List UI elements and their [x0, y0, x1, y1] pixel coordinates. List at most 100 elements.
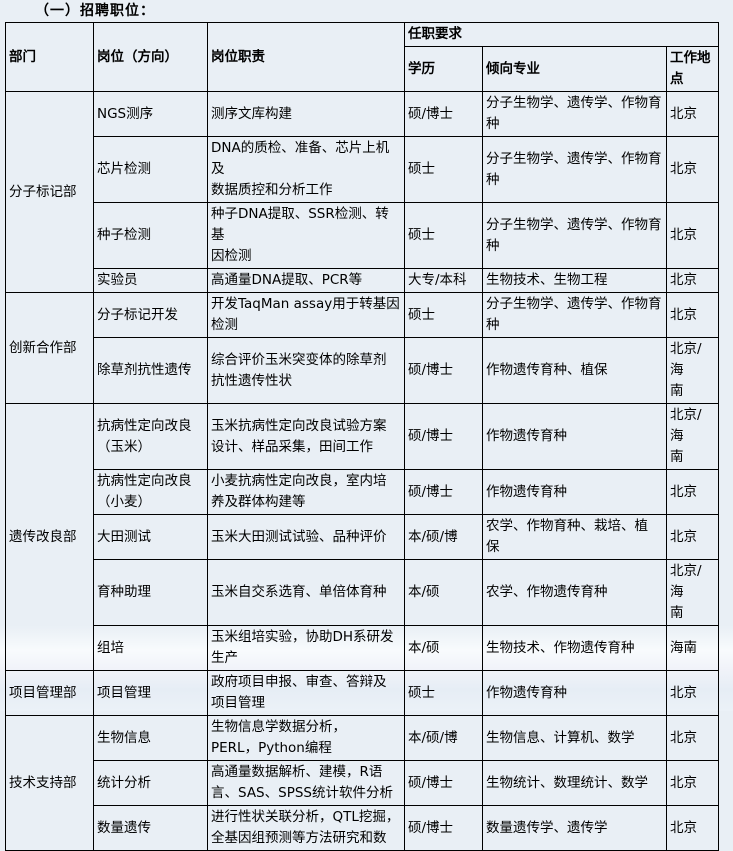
location-cell: 北京: [665, 760, 720, 806]
location-cell: 北京: [665, 91, 720, 137]
department-cell: 技术支持部: [5, 715, 94, 851]
position-cell: 项目管理: [93, 670, 208, 716]
position-cell: 统计分析: [93, 760, 208, 806]
duty-cell: 测序文库构建: [207, 91, 405, 137]
major-cell: 作物遗传育种: [482, 403, 667, 470]
header-dept: 部门: [5, 22, 94, 92]
education-cell: 本/硕: [404, 559, 483, 626]
major-cell: 作物遗传育种: [482, 670, 667, 716]
table-row: 遗传改良部 抗病性定向改良 （玉米） 玉米抗病性定向改良试验方案 设计、样品采集，田…: [5, 403, 720, 671]
duty-cell: 综合评价玉米突变体的除草剂 抗性遗传性状: [207, 337, 405, 404]
location-cell: 海南: [665, 625, 720, 671]
location-cell: 北京/海 南: [665, 337, 720, 404]
recruitment-table: 部门 岗位（方向） 岗位职责 任职要求 学历 倾向专业 工作地点 分子标记部 NG…: [5, 22, 720, 851]
position-cell: 数量遗传: [93, 805, 208, 851]
header-location: 工作地点: [665, 46, 720, 92]
table-row: 组培 玉米组培实验，协助DH系研发 生产 本/硕 生物技术、作物遗传育种 海南: [6, 625, 720, 671]
education-cell: 硕/博士: [404, 91, 483, 137]
major-cell: 分子生物学、遗传学、作物育 种: [482, 292, 667, 338]
position-cell: 抗病性定向改良 （小麦）: [93, 469, 208, 515]
major-cell: 生物信息、计算机、数学: [482, 715, 667, 761]
position-cell: 除草剂抗性遗传: [93, 337, 208, 404]
major-cell: 分子生物学、遗传学、作物育 种: [482, 91, 667, 137]
table-row: 技术支持部 生物信息 生物信息学数据分析， PERL，Python编程 本/硕/博 生物…: [5, 715, 720, 851]
education-cell: 硕/博士: [404, 469, 483, 515]
major-cell: 分子生物学、遗传学、作物育 种: [482, 202, 667, 269]
table-row: 分子标记部 NGS测序 测序文库构建 硕/博士 分子生物学、遗传学、作物育 种北京: [5, 91, 720, 293]
table-row: 除草剂抗性遗传 综合评价玉米突变体的除草剂 抗性遗传性状 硕/博士 作物遗传育种、植保…: [6, 337, 720, 404]
header-position: 岗位（方向）: [93, 22, 208, 92]
education-cell: 硕/博士: [404, 403, 483, 470]
location-cell: 北京: [665, 292, 720, 338]
major-cell: 作物遗传育种、植保: [482, 337, 667, 404]
education-cell: 硕士: [404, 202, 483, 269]
duty-cell: 开发TaqMan assay用于转基因 检测: [207, 292, 405, 338]
location-cell: 北京: [665, 469, 720, 515]
location-cell: 北京: [665, 136, 720, 203]
header-duty: 岗位职责: [207, 22, 405, 92]
duty-cell: 高通量DNA提取、PCR等: [207, 268, 405, 293]
location-cell: 北京: [665, 715, 720, 761]
table-row: 创新合作部 分子标记开发 开发TaqMan assay用于转基因 检测 硕士 分子生物学…: [5, 292, 720, 404]
location-cell: 北京: [665, 268, 720, 293]
page-title: （一）招聘职位：: [35, 3, 155, 19]
duty-cell: 生物信息学数据分析， PERL，Python编程: [207, 715, 405, 761]
major-cell: 生物技术、作物遗传育种: [482, 625, 667, 671]
table-row: 抗病性定向改良 （小麦） 小麦抗病性定向改良，室内培 养及群体构建等 硕/博士 作物遗…: [6, 469, 720, 515]
education-cell: 硕士: [404, 136, 483, 203]
major-cell: 生物统计、数理统计、数学: [482, 760, 667, 806]
position-cell: 分子标记开发: [93, 292, 208, 338]
position-cell: 组培: [93, 625, 208, 671]
header-requirements: 任职要求: [403, 22, 720, 47]
education-cell: 本/硕/博: [404, 715, 483, 761]
major-cell: 生物技术、生物工程: [482, 268, 667, 293]
major-cell: 作物遗传育种: [482, 469, 667, 515]
position-cell: 生物信息: [93, 715, 208, 761]
table-row: 大田测试 玉米大田测试试验、品种评价 本/硕/博 农学、作物育种、栽培、植 保北京: [6, 514, 720, 560]
table-row: 项目管理部 项目管理 政府项目申报、审查、答辩及 项目管理 硕士 作物遗传育种 北京: [5, 670, 720, 716]
position-cell: 实验员: [93, 268, 208, 293]
location-cell: 北京: [665, 202, 720, 269]
duty-cell: 玉米自交系选育、单倍体育种: [207, 559, 405, 626]
header-row-top: 部门 岗位（方向） 岗位职责 任职要求: [5, 22, 720, 92]
duty-cell: 进行性状关联分析，QTL挖掘， 全基因组预测等方法研究和数: [207, 805, 405, 851]
education-cell: 大专/本科: [404, 268, 483, 293]
department-cell: 创新合作部: [5, 292, 94, 404]
major-cell: 分子生物学、遗传学、作物育 种: [482, 136, 667, 203]
location-cell: 北京/海 南: [665, 403, 720, 470]
duty-cell: 政府项目申报、审查、答辩及 项目管理: [207, 670, 405, 716]
header-row-sub: 学历 倾向专业 工作地点: [6, 46, 720, 92]
duty-cell: 玉米组培实验，协助DH系研发 生产: [207, 625, 405, 671]
header-major: 倾向专业: [482, 46, 667, 92]
education-cell: 本/硕/博: [404, 514, 483, 560]
location-cell: 北京/海 南: [665, 559, 720, 626]
location-cell: 北京: [665, 514, 720, 560]
position-cell: NGS测序: [93, 91, 208, 137]
duty-cell: 玉米大田测试试验、品种评价: [207, 514, 405, 560]
education-cell: 硕士: [404, 292, 483, 338]
duty-cell: 种子DNA提取、SSR检测、转基 因检测: [207, 202, 405, 269]
education-cell: 硕/博士: [404, 760, 483, 806]
table-row: 种子检测 种子DNA提取、SSR检测、转基 因检测 硕士 分子生物学、遗传学、作物育 …: [6, 202, 720, 269]
position-cell: 大田测试: [93, 514, 208, 560]
department-cell: 分子标记部: [5, 91, 94, 293]
major-cell: 农学、作物育种、栽培、植 保: [482, 514, 667, 560]
major-cell: 农学、作物遗传育种: [482, 559, 667, 626]
duty-cell: 小麦抗病性定向改良，室内培 养及群体构建等: [207, 469, 405, 515]
position-cell: 芯片检测: [93, 136, 208, 203]
education-cell: 硕士: [404, 670, 483, 716]
education-cell: 硕/博士: [404, 337, 483, 404]
duty-cell: 玉米抗病性定向改良试验方案 设计、样品采集，田间工作: [207, 403, 405, 470]
position-cell: 抗病性定向改良 （玉米）: [93, 403, 208, 470]
location-cell: 北京: [665, 805, 720, 851]
location-cell: 北京: [665, 670, 720, 716]
table-header: 部门 岗位（方向） 岗位职责 任职要求 学历 倾向专业 工作地点: [5, 22, 720, 92]
position-cell: 种子检测: [93, 202, 208, 269]
table-row: 实验员 高通量DNA提取、PCR等 大专/本科 生物技术、生物工程 北京: [6, 268, 720, 293]
table-row: 育种助理 玉米自交系选育、单倍体育种 本/硕 农学、作物遗传育种 北京/海 南: [6, 559, 720, 626]
duty-cell: DNA的质检、准备、芯片上机及 数据质控和分析工作: [207, 136, 405, 203]
table-row: 数量遗传 进行性状关联分析，QTL挖掘， 全基因组预测等方法研究和数 硕/博士 数量遗…: [6, 805, 720, 851]
table-row: 芯片检测 DNA的质检、准备、芯片上机及 数据质控和分析工作 硕士 分子生物学、遗传学…: [6, 136, 720, 203]
department-cell: 项目管理部: [5, 670, 94, 716]
job-table-body: 分子标记部 NGS测序 测序文库构建 硕/博士 分子生物学、遗传学、作物育 种北京 芯片检…: [5, 91, 720, 851]
